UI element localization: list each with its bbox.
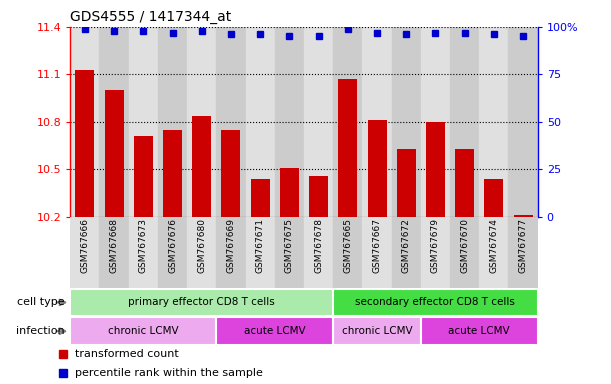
Bar (421, 217, 450, 288)
Bar (163, 130, 182, 217)
Text: GSM767667: GSM767667 (373, 218, 381, 273)
Bar (508, 27, 538, 217)
Bar (70, 217, 100, 288)
Bar (304, 27, 333, 217)
Bar (70, 317, 216, 345)
Bar (367, 120, 387, 217)
Text: GSM767670: GSM767670 (460, 218, 469, 273)
Text: GSM767674: GSM767674 (489, 218, 499, 273)
Bar (333, 27, 362, 217)
Text: GSM767669: GSM767669 (227, 218, 235, 273)
Bar (426, 122, 445, 217)
Text: GSM767665: GSM767665 (343, 218, 353, 273)
Bar (455, 149, 474, 217)
Bar (333, 317, 421, 345)
Bar (100, 217, 129, 288)
Bar (187, 217, 216, 288)
Bar (221, 130, 241, 217)
Bar (479, 217, 508, 288)
Bar (246, 27, 275, 217)
Bar (275, 27, 304, 217)
Text: GSM767680: GSM767680 (197, 218, 207, 273)
Bar (275, 217, 304, 288)
Bar (362, 217, 392, 288)
Bar (100, 27, 129, 217)
Bar (104, 90, 123, 217)
Bar (192, 116, 211, 217)
Text: GSM767675: GSM767675 (285, 218, 294, 273)
Bar (421, 27, 450, 217)
Bar (309, 176, 328, 217)
Text: percentile rank within the sample: percentile rank within the sample (75, 368, 263, 378)
Bar (421, 317, 538, 345)
Text: GSM767677: GSM767677 (519, 218, 527, 273)
Text: infection: infection (15, 326, 64, 336)
Text: transformed count: transformed count (75, 349, 178, 359)
Bar (397, 149, 415, 217)
Bar (333, 217, 362, 288)
Bar (134, 136, 153, 217)
Bar (158, 27, 187, 217)
Text: GDS4555 / 1417344_at: GDS4555 / 1417344_at (70, 10, 232, 25)
Bar (70, 289, 333, 316)
Text: GSM767671: GSM767671 (255, 218, 265, 273)
Text: GSM767668: GSM767668 (109, 218, 119, 273)
Text: cell type: cell type (16, 297, 64, 308)
Bar (392, 217, 421, 288)
Bar (485, 179, 503, 217)
Text: chronic LCMV: chronic LCMV (108, 326, 178, 336)
Text: GSM767678: GSM767678 (314, 218, 323, 273)
Bar (216, 317, 333, 345)
Bar (216, 217, 246, 288)
Bar (450, 27, 479, 217)
Bar (129, 27, 158, 217)
Text: GSM767679: GSM767679 (431, 218, 440, 273)
Bar (392, 27, 421, 217)
Bar (338, 79, 357, 217)
Bar (362, 27, 392, 217)
Bar (251, 179, 269, 217)
Bar (70, 27, 100, 217)
Bar (508, 217, 538, 288)
Bar (158, 217, 187, 288)
Bar (75, 70, 94, 217)
Text: GSM767676: GSM767676 (168, 218, 177, 273)
Text: GSM767673: GSM767673 (139, 218, 148, 273)
Bar (187, 27, 216, 217)
Bar (216, 27, 246, 217)
Text: primary effector CD8 T cells: primary effector CD8 T cells (128, 297, 275, 308)
Text: acute LCMV: acute LCMV (244, 326, 306, 336)
Bar (479, 27, 508, 217)
Bar (450, 217, 479, 288)
Bar (129, 217, 158, 288)
Text: chronic LCMV: chronic LCMV (342, 326, 412, 336)
Bar (333, 289, 538, 316)
Bar (514, 215, 533, 217)
Bar (304, 217, 333, 288)
Text: GSM767672: GSM767672 (401, 218, 411, 273)
Text: GSM767666: GSM767666 (81, 218, 89, 273)
Text: acute LCMV: acute LCMV (448, 326, 510, 336)
Bar (246, 217, 275, 288)
Bar (280, 168, 299, 217)
Text: secondary effector CD8 T cells: secondary effector CD8 T cells (356, 297, 515, 308)
